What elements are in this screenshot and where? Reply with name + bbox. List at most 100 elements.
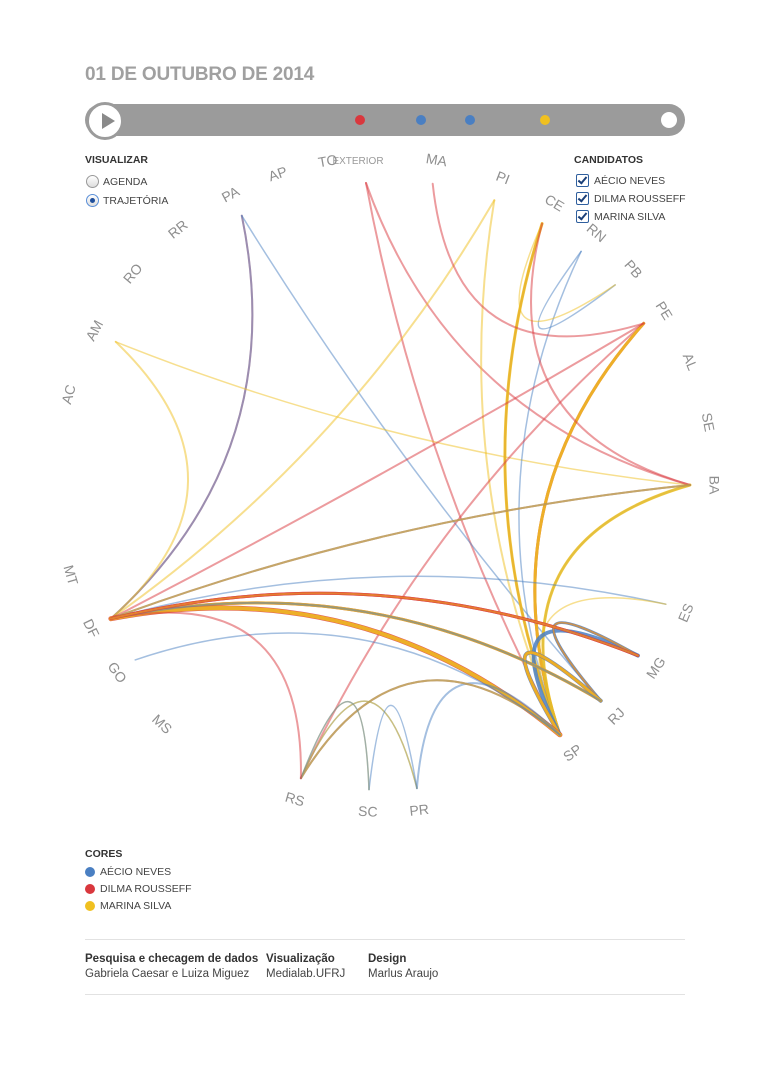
state-label-pb[interactable]: PB [621,257,645,282]
legend-item-marina: MARINA SILVA [85,900,171,912]
state-label-al[interactable]: AL [680,351,701,373]
radio-trajetoria[interactable] [86,194,99,207]
state-label-ap[interactable]: AP [266,163,289,184]
state-label-df[interactable]: DF [80,616,103,640]
trajectory-aecio [109,601,602,702]
trajectory-aecio [537,250,616,330]
trajectory-marina [114,341,691,486]
state-label-go[interactable]: GO [105,659,131,686]
timeline-handle[interactable] [661,112,677,128]
trajectory-dilma [109,322,645,620]
state-label-pi[interactable]: PI [494,168,512,188]
page-title: 01 DE OUTUBRO DE 2014 [85,64,315,85]
trajectory-aecio [541,484,691,736]
checkbox-marina[interactable] [576,210,589,223]
legend-label: MARINA SILVA [100,900,172,912]
timeline-event-dot[interactable] [540,115,550,125]
state-label-sp[interactable]: SP [560,741,584,765]
divider [85,939,685,940]
candidate-label: MARINA SILVA [594,210,666,223]
play-button[interactable] [86,102,124,140]
credit-heading-design: Design [368,953,407,965]
state-label-ms[interactable]: MS [149,711,175,737]
state-label-se[interactable]: SE [699,411,718,432]
timeline-event-dot[interactable] [416,115,426,125]
radio-agenda[interactable] [86,175,99,188]
trajectory-dilma [530,222,691,486]
state-label-rn[interactable]: RN [584,220,610,245]
state-label-rs[interactable]: RS [283,789,306,810]
candidates-heading: CANDIDATOS [574,154,644,166]
chord-lines [108,182,692,791]
state-label-ma[interactable]: MA [425,150,449,169]
state-label-ba[interactable]: BA [706,476,722,495]
trajectory-aecio [109,214,254,620]
trajectory-marina [552,621,639,702]
trajectory-marina [538,597,667,736]
candidate-label: DILMA ROUSSEFF [594,192,686,205]
trajectory-dilma [431,182,645,338]
candidate-label: AÉCIO NEVES [594,174,666,187]
legend-label: DILMA ROUSSEFF [100,883,192,895]
candidate-dilma[interactable]: DILMA ROUSSEFF [576,192,686,205]
trajectory-marina [109,592,639,657]
trajectory-marina [109,484,691,620]
state-label-ce[interactable]: CE [542,191,567,215]
trajectory-marina [541,483,692,737]
legend-color-dot [85,884,95,894]
timeline-slider[interactable] [85,102,685,140]
trajectory-aecio [110,575,667,620]
state-label-am[interactable]: AM [82,317,106,343]
trajectory-dilma [299,679,561,780]
state-label-es[interactable]: ES [675,601,697,624]
trajectory-aecio [531,628,640,737]
trajectory-aecio [299,679,561,780]
state-label-ro[interactable]: RO [120,260,146,286]
exterior-label: EXTERIOR [332,156,383,167]
trajectory-marina [109,340,189,620]
trajectory-dilma [299,322,645,780]
trajectory-dilma [365,182,691,486]
state-label-mg[interactable]: MG [643,654,669,682]
state-label-ac[interactable]: AC [58,383,79,406]
state-label-rj[interactable]: RJ [604,704,627,727]
trajectory-marina [300,700,418,790]
state-label-sc[interactable]: SC [358,803,378,820]
checkbox-dilma[interactable] [576,192,589,205]
option-agenda[interactable]: AGENDA [86,175,147,188]
candidate-marina[interactable]: MARINA SILVA [576,210,665,223]
credit-heading-research: Pesquisa e checagem de dados [85,953,259,965]
trajectory-dilma [108,605,563,738]
legend-item-dilma: DILMA ROUSSEFF [85,883,192,895]
legend-color-dot [85,867,95,877]
trajectory-marina [533,321,646,737]
option-trajetoria[interactable]: TRAJETÓRIA [86,194,168,207]
trajectory-aecio [368,704,418,791]
option-label: AGENDA [103,175,148,188]
trajectory-marina [109,199,496,620]
state-label-pr[interactable]: PR [409,801,430,819]
trajectory-dilma [109,611,302,780]
trajectory-aecio [134,632,561,736]
checkbox-aecio[interactable] [576,174,589,187]
credit-value-research: Gabriela Caesar e Luiza Miguez [85,968,250,980]
state-label-to[interactable]: TO [317,151,339,170]
play-icon [102,113,115,129]
colors-heading: CORES [85,848,123,860]
state-label-pe[interactable]: PE [653,298,676,322]
option-label: TRAJETÓRIA [103,194,169,207]
state-label-pa[interactable]: PA [219,183,243,206]
timeline-event-dot[interactable] [355,115,365,125]
legend-item-aecio: AÉCIO NEVES [85,866,171,878]
state-label-rr[interactable]: RR [165,217,191,242]
candidate-aecio[interactable]: AÉCIO NEVES [576,174,665,187]
state-label-mt[interactable]: MT [60,563,81,587]
timeline-event-dot[interactable] [465,115,475,125]
trajectory-aecio [415,682,561,790]
trajectory-aecio [300,700,370,791]
credit-value-visualization: Medialab.UFRJ [266,968,346,980]
credit-heading-visualization: Visualização [266,953,335,965]
visualize-heading: VISUALIZAR [85,154,148,166]
divider [85,994,685,995]
